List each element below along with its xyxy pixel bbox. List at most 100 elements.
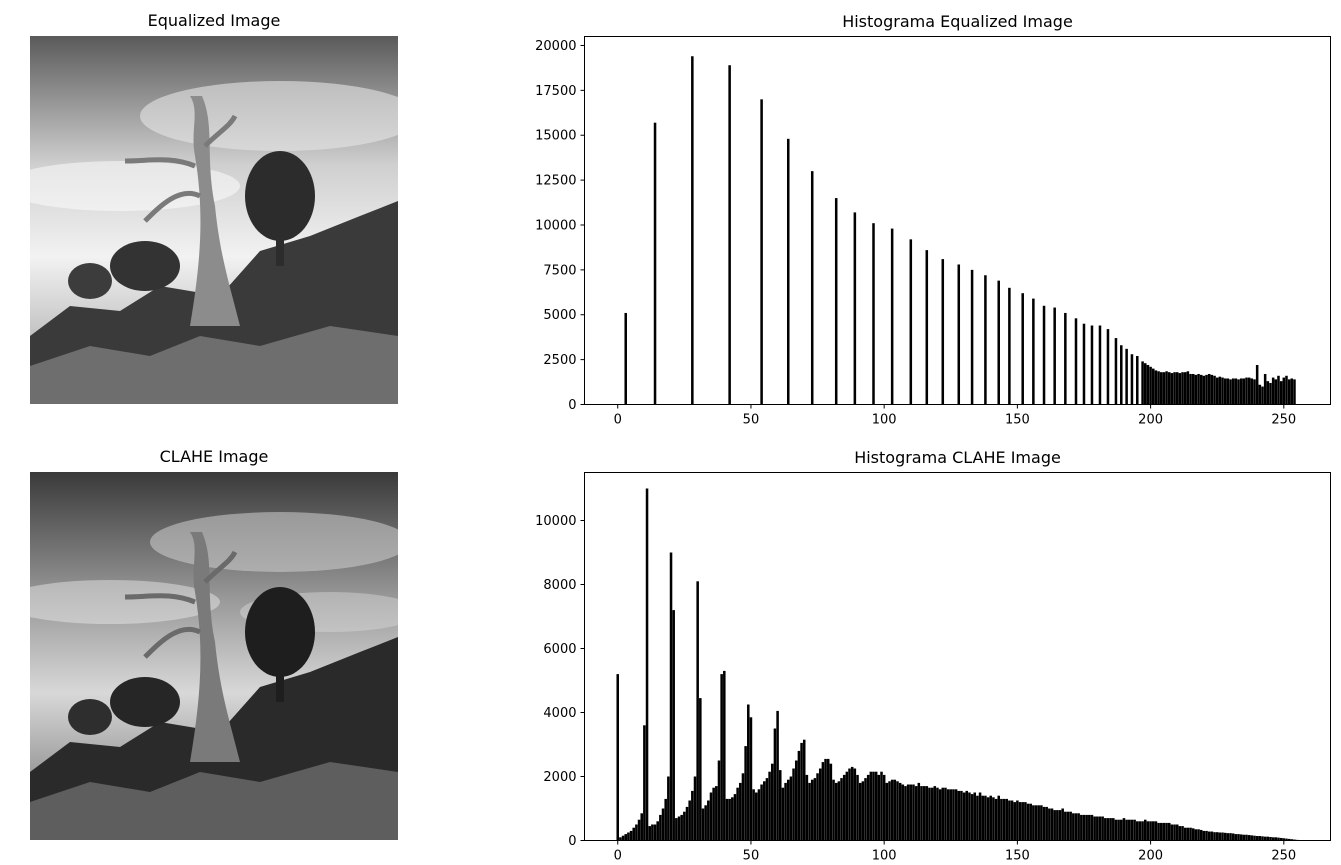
x-tick-label: 150 — [1005, 413, 1030, 428]
histogram-bar — [1239, 834, 1243, 841]
histogram-bar — [1213, 832, 1216, 841]
y-ticks: 0 2000 4000 6000 8000 10000 — [535, 514, 585, 849]
histogram-bar — [664, 798, 667, 841]
histogram-bar — [728, 65, 731, 405]
histogram-bar — [837, 781, 841, 841]
histogram-bar — [773, 728, 777, 841]
histogram-bar — [1130, 354, 1134, 405]
histogram-bar — [704, 805, 707, 841]
histogram-bar — [683, 811, 686, 841]
histogram-bar — [962, 792, 966, 841]
histogram-bar — [723, 670, 726, 841]
y-tick-label: 15000 — [535, 129, 576, 144]
histogram-bar — [954, 789, 958, 841]
histogram-bar — [637, 819, 641, 841]
histogram-bar — [1128, 819, 1131, 841]
histogram-bar — [1207, 831, 1211, 841]
histogram-bar — [818, 768, 822, 841]
histogram-bar — [776, 710, 779, 841]
histogram-bar — [794, 760, 798, 841]
histogram-bar — [749, 717, 753, 841]
histogram-bar — [1008, 287, 1011, 405]
chart-title: Histograma CLAHE Image — [854, 448, 1061, 467]
histogram-bar — [1034, 805, 1038, 841]
histogram-bar — [992, 797, 995, 841]
histogram-bar — [872, 771, 875, 841]
histogram-bar — [976, 795, 979, 841]
y-tick-label: 2500 — [543, 353, 576, 368]
histogram-bar — [778, 770, 782, 841]
histogram-bar — [832, 779, 835, 841]
x-tick-label: 50 — [743, 413, 760, 428]
histogram-bar — [1093, 816, 1096, 841]
histogram-bar — [1146, 365, 1150, 405]
histogram-bar — [1239, 378, 1243, 405]
histogram-bar — [1146, 821, 1150, 841]
histogram-bar — [1274, 837, 1278, 841]
histogram-bar — [928, 787, 931, 841]
y-tick-label: 5000 — [543, 308, 576, 323]
histogram-bar — [880, 771, 883, 841]
histogram-bar — [1157, 371, 1160, 405]
histogram-bar — [1117, 819, 1120, 841]
histogram-bar — [1223, 832, 1227, 841]
histogram-bar — [701, 808, 705, 841]
histogram-bar — [810, 171, 814, 405]
histogram-bar — [669, 552, 673, 841]
histogram-bar — [869, 771, 873, 841]
histogram-bar — [1282, 838, 1286, 841]
histogram-bar — [685, 806, 689, 841]
histogram-bar — [1221, 832, 1224, 841]
histogram-bar — [757, 789, 761, 841]
histogram-bar — [840, 778, 843, 841]
histogram-bar — [1178, 826, 1182, 841]
histogram-bar — [1167, 822, 1171, 841]
histogram-bar — [1181, 372, 1184, 405]
histogram-bar — [653, 122, 657, 405]
histogram-bar — [1013, 802, 1016, 841]
histogram-bar — [986, 797, 990, 841]
histogram-bar — [760, 99, 763, 405]
histogram-bar — [1040, 805, 1043, 841]
histogram-bar — [901, 784, 905, 841]
histogram-bar — [1215, 832, 1219, 841]
equalized-image-title: Equalized Image — [147, 11, 281, 30]
histogram-bar — [1242, 378, 1246, 405]
histogram-bar — [1218, 376, 1222, 405]
histogram-bar — [1194, 374, 1198, 405]
histogram-bar — [1189, 373, 1192, 405]
histogram-bar — [1053, 307, 1056, 405]
histogram-bar — [842, 774, 846, 841]
histogram-bar — [1207, 373, 1211, 405]
x-tick-label: 200 — [1138, 413, 1163, 428]
histogram-bar — [1141, 821, 1144, 841]
histogram-bar — [1271, 377, 1275, 405]
histogram-bar — [1064, 312, 1067, 405]
histogram-bar — [691, 56, 694, 405]
histogram-bar — [797, 750, 801, 841]
histogram-bar — [984, 275, 987, 405]
histogram-bar — [1197, 829, 1200, 841]
histogram-bar — [707, 800, 710, 841]
histogram-bar — [944, 787, 947, 841]
histogram-bar — [1255, 365, 1259, 405]
histogram-bar — [1162, 822, 1166, 841]
histogram-bar — [853, 212, 857, 405]
histogram-bar — [1245, 834, 1248, 841]
histogram-bar — [896, 781, 899, 841]
histogram-bar — [1210, 374, 1214, 405]
histogram-bar — [629, 830, 633, 841]
histogram-bar — [1245, 377, 1248, 405]
histogram-bar — [1159, 372, 1163, 405]
histogram-bar — [1064, 811, 1067, 841]
histogram-bar — [1138, 821, 1142, 841]
histogram-bar — [1125, 819, 1128, 841]
histogram-bar — [651, 824, 654, 841]
histogram-bar — [1144, 363, 1147, 405]
histogram-bar — [661, 808, 665, 841]
histogram-bar — [1181, 826, 1184, 841]
x-tick-label: 250 — [1271, 413, 1296, 428]
histogram-bar — [728, 798, 731, 841]
histogram-bar — [1253, 379, 1256, 405]
histogram-bar — [1231, 378, 1235, 405]
